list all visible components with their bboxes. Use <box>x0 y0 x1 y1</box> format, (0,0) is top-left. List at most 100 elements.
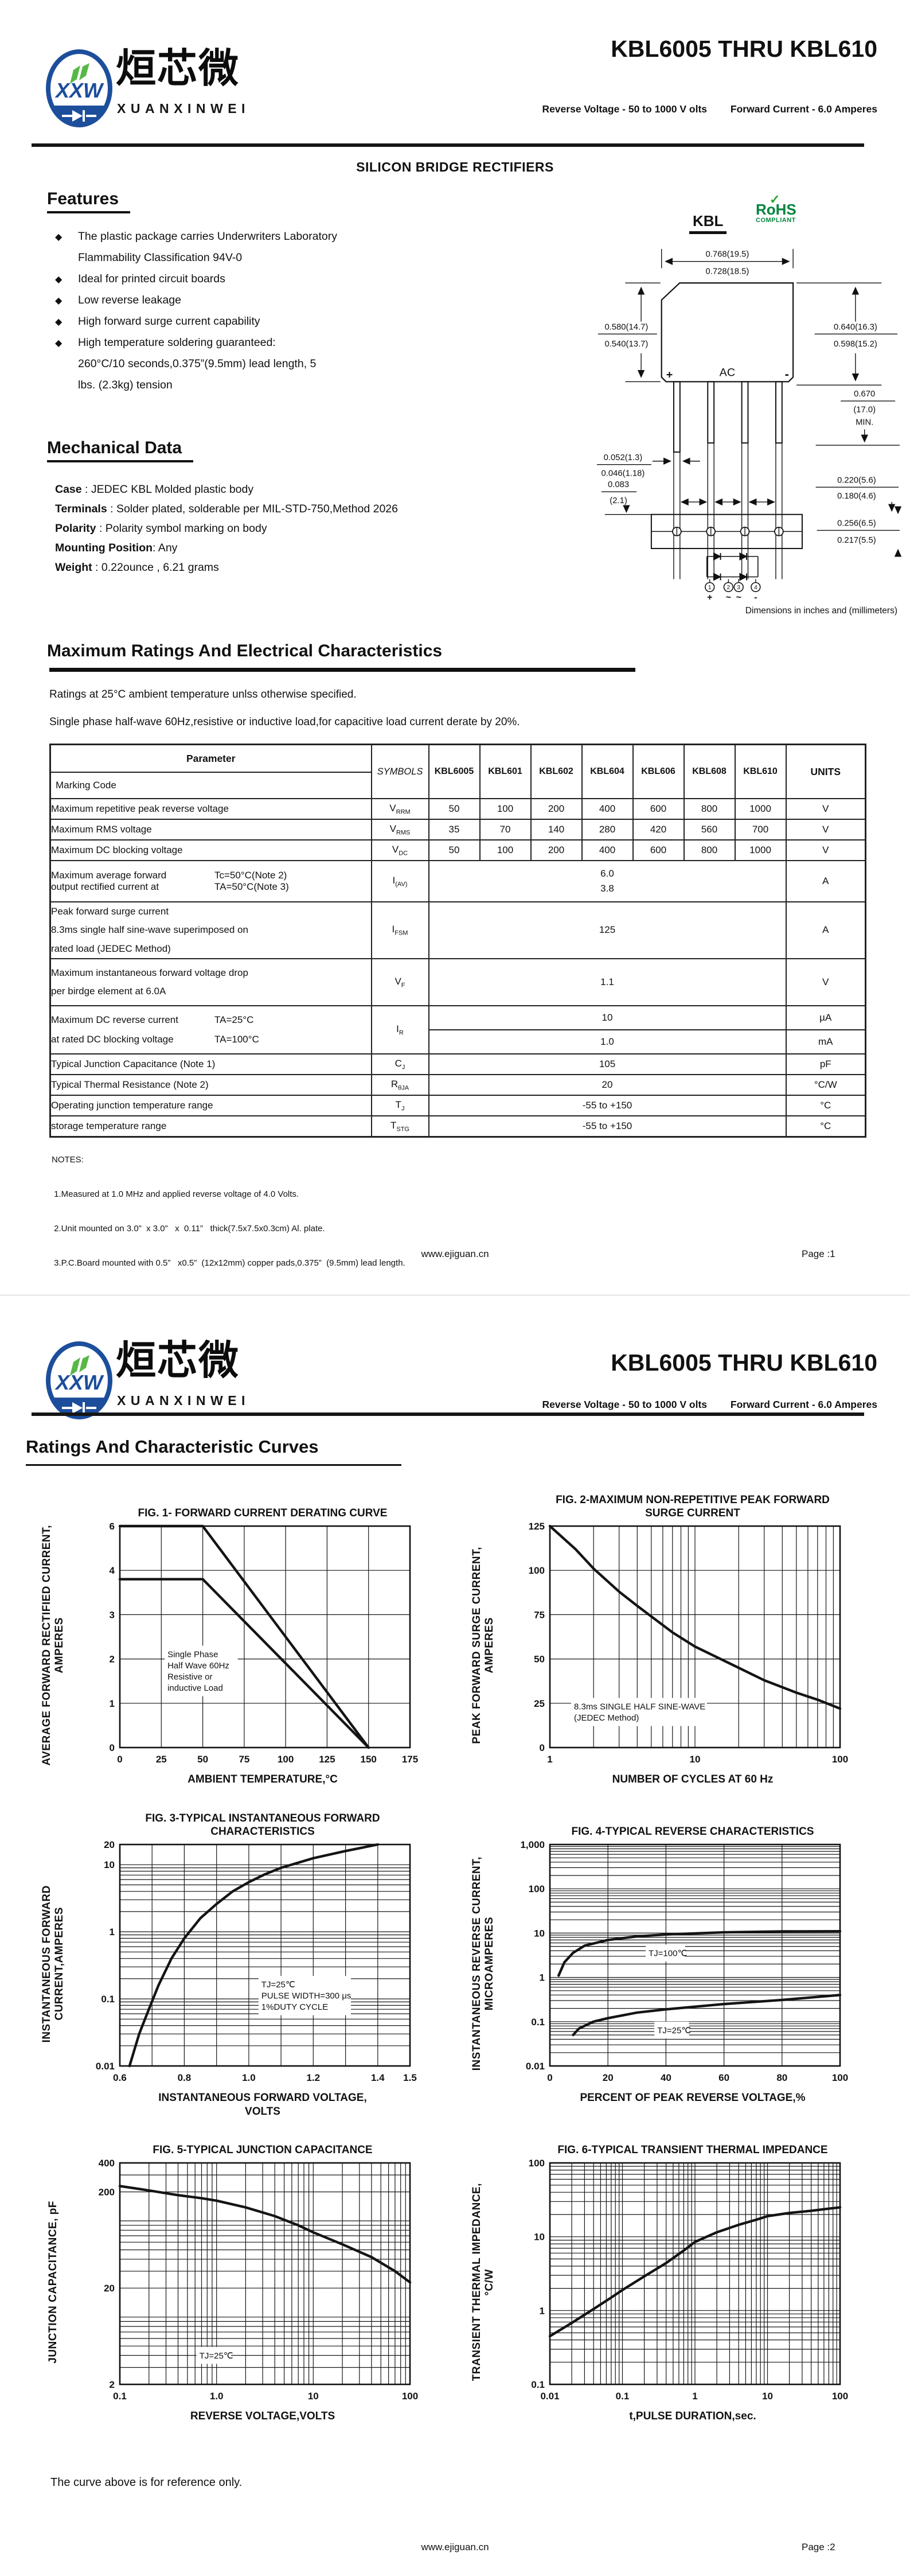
fig3-x-axis-label: INSTANTANEOUS FORWARD VOLTAGE, VOLTS <box>158 2092 367 2118</box>
dim-len-min-label: MIN. <box>856 418 873 427</box>
fig6-x-axis-label: t,PULSE DURATION,sec. <box>629 2410 756 2422</box>
svg-text:100: 100 <box>832 2072 848 2083</box>
svg-text:(JEDEC Method): (JEDEC Method) <box>574 1713 639 1723</box>
tj-param: Operating junction temperature range <box>49 1094 372 1116</box>
svg-text:0: 0 <box>117 1754 122 1765</box>
vrms-param: Maximum RMS voltage <box>49 819 372 840</box>
dim-seat-mm: (2.1) <box>610 496 627 505</box>
page-separator <box>0 1294 910 1296</box>
mechanical-list: Case : JEDEC KBL Molded plastic body Term… <box>55 480 468 577</box>
vf-symbol: VF <box>370 958 429 1006</box>
pin-4-number: 4 <box>754 585 757 591</box>
svg-text:1: 1 <box>110 1927 115 1937</box>
fig5-chart-svg: TJ=25℃ 0.1 1.0 10 100 2 20 200 400 <box>99 2158 419 2402</box>
subtitle-voltage: Reverse Voltage - 50 to 1000 V olts <box>542 1399 708 1410</box>
svg-text:TJ=25℃: TJ=25℃ <box>657 2026 691 2036</box>
fig4-y-axis-label: INSTANTANEOUS REVERSE CURRENT, MICROAMPER… <box>470 1857 495 2071</box>
note-1: 1.Measured at 1.0 MHz and applied revers… <box>52 1189 299 1199</box>
feature-item: ◆ Low reverse leakage <box>55 290 411 311</box>
svg-text:175: 175 <box>402 1754 418 1765</box>
col-units: UNITS <box>785 744 866 799</box>
feature-text: Ideal for printed circuit boards <box>78 273 225 285</box>
cj-param: Typical Junction Capacitance (Note 1) <box>49 1053 372 1075</box>
features-section: Features <box>47 189 131 213</box>
svg-text:1.4: 1.4 <box>371 2072 385 2083</box>
fig2-title: FIG. 2-MAXIMUM NON-REPETITIVE PEAK FORWA… <box>556 1493 830 1520</box>
svg-text:100: 100 <box>529 2158 545 2169</box>
vdc-param: Maximum DC blocking voltage <box>49 839 372 861</box>
mechanical-line: Mounting Position: Any <box>55 542 178 554</box>
col-part-kbl610: KBL610 <box>734 744 787 799</box>
bullet-diamond-icon: ◆ <box>55 274 63 285</box>
dimensions-caption: Dimensions in inches and (millimeters) <box>745 606 897 616</box>
svg-text:100: 100 <box>278 1754 294 1765</box>
col-part-kbl6005: KBL6005 <box>428 744 481 799</box>
ir-symbol: IR <box>370 1005 429 1054</box>
svg-text:0: 0 <box>110 1742 115 1753</box>
svg-text:100: 100 <box>832 2391 848 2402</box>
ir-value-100c: 1.0 <box>428 1029 787 1054</box>
svg-text:10: 10 <box>690 1754 701 1765</box>
pin-1-number: 1 <box>708 585 712 591</box>
ratings-condition-2: Single phase half-wave 60Hz,resistive or… <box>49 716 520 728</box>
page-title: KBL6005 THRU KBL610 <box>611 36 877 62</box>
table-header-row: Parameter Marking Code SYMBOLS KBL6005 K… <box>49 744 866 799</box>
col-part-kbl606: KBL606 <box>632 744 685 799</box>
notes-block: NOTES: 1.Measured at 1.0 MHz and applied… <box>52 1131 682 1281</box>
pin-3-number: 3 <box>737 585 740 591</box>
footer-page-p2: Page :2 <box>802 2542 835 2552</box>
package-outline-drawing: 0.768(19.5) 0.728(18.5) 0.580(14.7) 0.54… <box>596 248 902 602</box>
fig2-y-axis-label: PEAK FORWARD SURGE CURRENT, AMPERES <box>470 1547 495 1744</box>
feature-text: High temperature soldering guaranteed: <box>78 336 276 349</box>
mechanical-line: Polarity : Polarity symbol marking on bo… <box>55 522 267 535</box>
figure-2: FIG. 2-MAXIMUM NON-REPETITIVE PEAK FORWA… <box>462 1492 886 1787</box>
svg-text:100: 100 <box>529 1565 545 1576</box>
figure-6: FIG. 6-TYPICAL TRANSIENT THERMAL IMPEDAN… <box>462 2128 886 2423</box>
iav-param: Maximum average forward Tc=50°C(Note 2) o… <box>49 860 372 902</box>
dim-leadw-min: 0.046(1.18) <box>602 469 645 478</box>
note-2: 2.Unit mounted on 3.0” x 3.0” x 0.11” th… <box>52 1224 325 1233</box>
mechanical-heading: Mechanical Data <box>47 438 194 462</box>
footer-site-p1: www.ejiguan.cn <box>421 1248 489 1259</box>
svg-text:40: 40 <box>661 2072 671 2083</box>
svg-text:4: 4 <box>110 1565 115 1576</box>
table-row: Typical Junction Capacitance (Note 1) CJ… <box>49 1053 866 1075</box>
table-row: Maximum average forward Tc=50°C(Note 2) o… <box>49 860 866 902</box>
fig3-title: FIG. 3-TYPICAL INSTANTANEOUS FORWARD CHAR… <box>145 1812 380 1838</box>
fig3-y-axis-label: INSTANTANEOUS FORWARD CURRENT,AMPERES <box>40 1885 65 2043</box>
fig4-title: FIG. 4-TYPICAL REVERSE CHARACTERISTICS <box>571 1826 814 1838</box>
logo-text: XXW <box>54 79 104 102</box>
table-row: Maximum repetitive peak reverse voltage … <box>49 798 866 820</box>
fig1-x-axis-label: AMBIENT TEMPERATURE,°C <box>188 1773 338 1785</box>
subtitle-current: Forward Current - 6.0 Amperes <box>730 1399 877 1410</box>
svg-text:60: 60 <box>718 2072 729 2083</box>
svg-text:1.0: 1.0 <box>242 2072 256 2083</box>
ir-param: Maximum DC reverse current TA=25°C at rat… <box>49 1005 372 1054</box>
page-subtitle: Reverse Voltage - 50 to 1000 V olts Forw… <box>401 1399 877 1411</box>
svg-text:0.1: 0.1 <box>113 2391 127 2402</box>
svg-text:2: 2 <box>110 2379 115 2390</box>
svg-text:TJ=25℃: TJ=25℃ <box>200 2351 233 2361</box>
note-3: 3.P.C.Board mounted with 0.5” x0.5” (12x… <box>52 1258 405 1268</box>
pin-3-mark: ~ <box>736 593 741 602</box>
svg-text:1%DUTY CYCLE: 1%DUTY CYCLE <box>261 2002 328 2012</box>
svg-text:100: 100 <box>402 2391 418 2402</box>
svg-text:10: 10 <box>534 2232 545 2243</box>
notes-heading: NOTES: <box>52 1155 84 1165</box>
iav-symbol: I(AV) <box>370 860 429 902</box>
vdc-symbol: VDC <box>370 839 429 861</box>
figure-3: FIG. 3-TYPICAL INSTANTANEOUS FORWARD CHAR… <box>32 1810 456 2119</box>
ratings-heading-rule <box>49 668 635 672</box>
page-subtitle: Reverse Voltage - 50 to 1000 V olts Forw… <box>401 103 877 115</box>
package-name: KBL <box>689 212 727 234</box>
rth-param: Typical Thermal Resistance (Note 2) <box>49 1073 372 1096</box>
table-row: Operating junction temperature range TJ … <box>49 1094 866 1116</box>
feature-text: 260°C/10 seconds,0.375”(9.5mm) lead leng… <box>78 357 317 370</box>
col-parameter: Parameter <box>51 745 371 773</box>
mechanical-line: Case : JEDEC KBL Molded plastic body <box>55 483 254 496</box>
dim-left-max: 0.580(14.7) <box>604 322 648 332</box>
table-row: storage temperature range TSTG -55 to +1… <box>49 1115 866 1138</box>
feature-text: The plastic package carries Underwriters… <box>78 230 337 243</box>
doc-heading: SILICON BRIDGE RECTIFIERS <box>356 159 554 174</box>
